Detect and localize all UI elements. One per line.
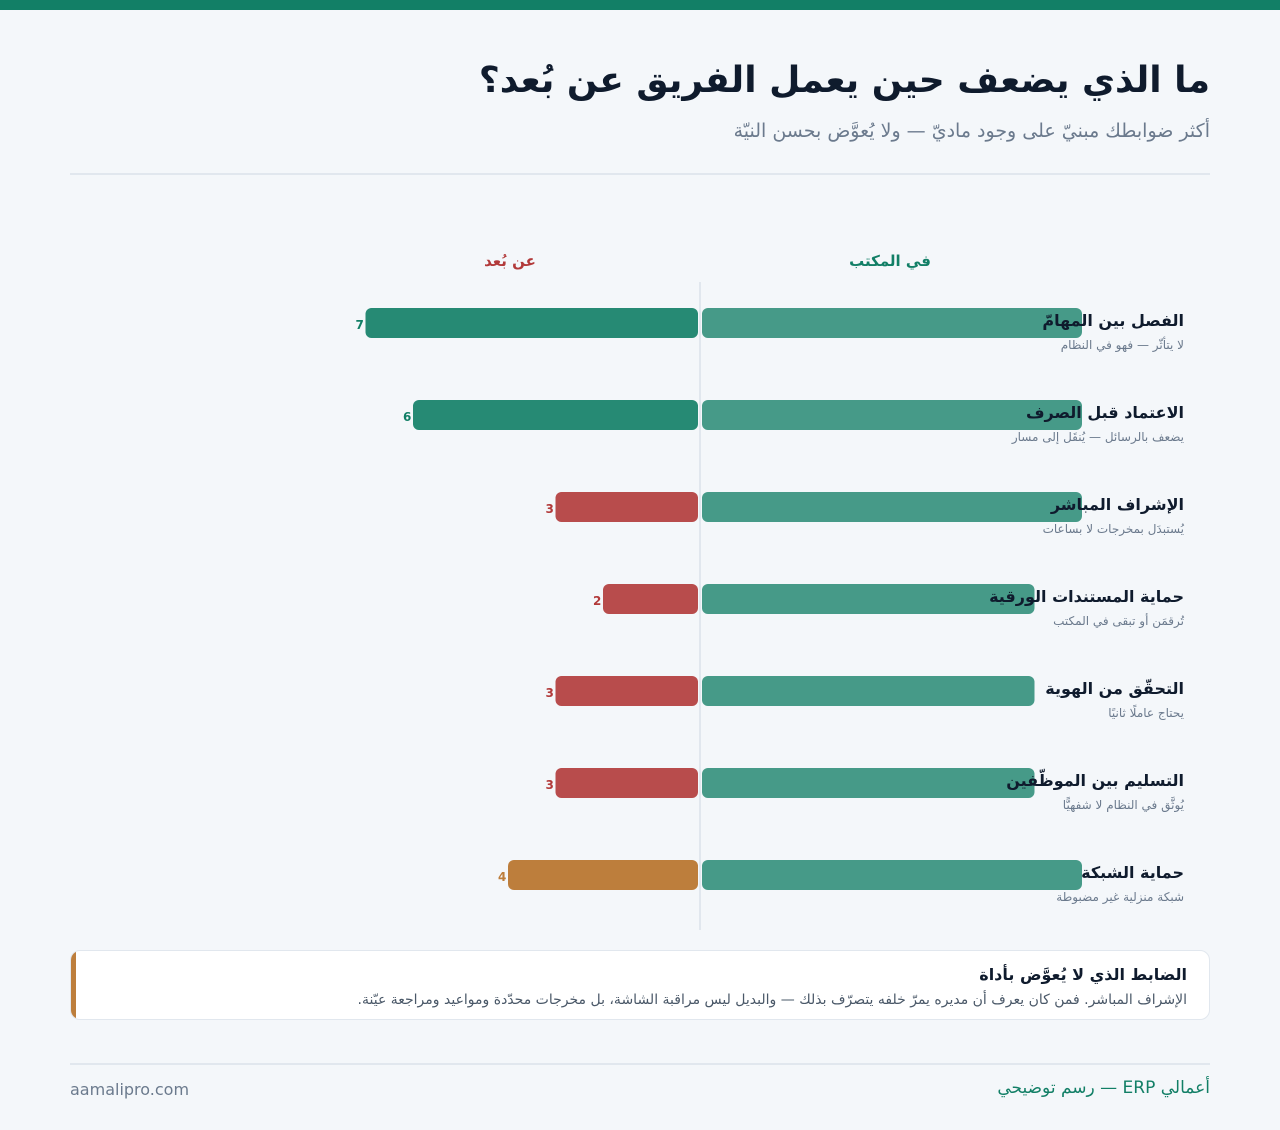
remote-bar bbox=[508, 860, 698, 890]
category-label: الإشراف المباشر bbox=[1050, 495, 1184, 514]
callout-text: الإشراف المباشر. فمن كان يعرف أن مديره ي… bbox=[357, 992, 1187, 1008]
remote-value-label: 3 bbox=[546, 502, 554, 516]
insight-callout: الضابط الذي لا يُعوَّض بأداة الإشراف الم… bbox=[70, 950, 1210, 1020]
page-title: ما الذي يضعف حين يعمل الفريق عن بُعد؟ bbox=[478, 60, 1210, 101]
remote-bar bbox=[365, 308, 698, 338]
category-note: تُرقمَن أو تبقى في المكتب bbox=[1053, 613, 1184, 629]
footer-brand: أعمالي ERP — رسم توضيحي bbox=[997, 1078, 1210, 1098]
category-note: يضعف بالرسائل — يُنقَل إلى مسار bbox=[1011, 430, 1184, 445]
office-bar bbox=[702, 492, 1082, 522]
remote-value-label: 3 bbox=[546, 686, 554, 700]
category-note: يُستبدَل بمخرجات لا بساعات bbox=[1043, 522, 1185, 537]
category-label: حماية الشبكة bbox=[1081, 863, 1184, 882]
remote-bar bbox=[555, 492, 698, 522]
callout-title: الضابط الذي لا يُعوَّض بأداة bbox=[979, 965, 1187, 984]
column-header-office: في المكتب bbox=[849, 252, 931, 270]
office-bar bbox=[702, 584, 1035, 614]
remote-value-label: 3 bbox=[546, 778, 554, 792]
category-label: الاعتماد قبل الصرف bbox=[1026, 403, 1184, 422]
remote-bar bbox=[555, 768, 698, 798]
category-note: لا يتأثّر — فهو في النظام bbox=[1061, 336, 1184, 353]
footer-site-link[interactable]: aamalipro.com bbox=[70, 1080, 190, 1099]
category-label: التسليم بين الموظّفين bbox=[1006, 767, 1184, 790]
office-bar bbox=[702, 400, 1082, 430]
category-label: التحقّق من الهوية bbox=[1045, 678, 1184, 698]
remote-value-label: 4 bbox=[498, 870, 506, 884]
office-bar bbox=[702, 676, 1035, 706]
remote-value-label: 7 bbox=[356, 318, 364, 332]
callout-accent-bar bbox=[71, 951, 76, 1019]
column-header-remote: عن بُعد bbox=[484, 252, 536, 270]
category-note: شبكة منزلية غير مضبوطة bbox=[1056, 890, 1184, 905]
category-note: يُوثَّق في النظام لا شفهيًّا bbox=[1063, 795, 1185, 813]
top-accent-bar bbox=[0, 0, 1280, 10]
category-note: يحتاج عاملًا ثانيًا bbox=[1108, 704, 1184, 720]
footer-divider bbox=[70, 1063, 1210, 1065]
header-divider bbox=[70, 173, 1210, 175]
diverging-bar-chart: في المكتب عن بُعد 7 الفصل بين المهامّ لا يتأ… bbox=[356, 252, 1185, 930]
office-bar bbox=[702, 860, 1082, 890]
office-bar bbox=[702, 768, 1035, 798]
remote-bar bbox=[603, 584, 698, 614]
remote-value-label: 2 bbox=[593, 594, 601, 608]
category-label: الفصل بين المهامّ bbox=[1042, 311, 1184, 330]
office-bar bbox=[702, 308, 1082, 338]
page-subtitle: أكثر ضوابطك مبنيّ على وجود ماديّ — ولا ي… bbox=[733, 120, 1210, 142]
category-label: حماية المستندات الورقية bbox=[989, 587, 1184, 606]
remote-value-label: 6 bbox=[403, 410, 411, 424]
remote-bar bbox=[555, 676, 698, 706]
remote-bar bbox=[413, 400, 698, 430]
